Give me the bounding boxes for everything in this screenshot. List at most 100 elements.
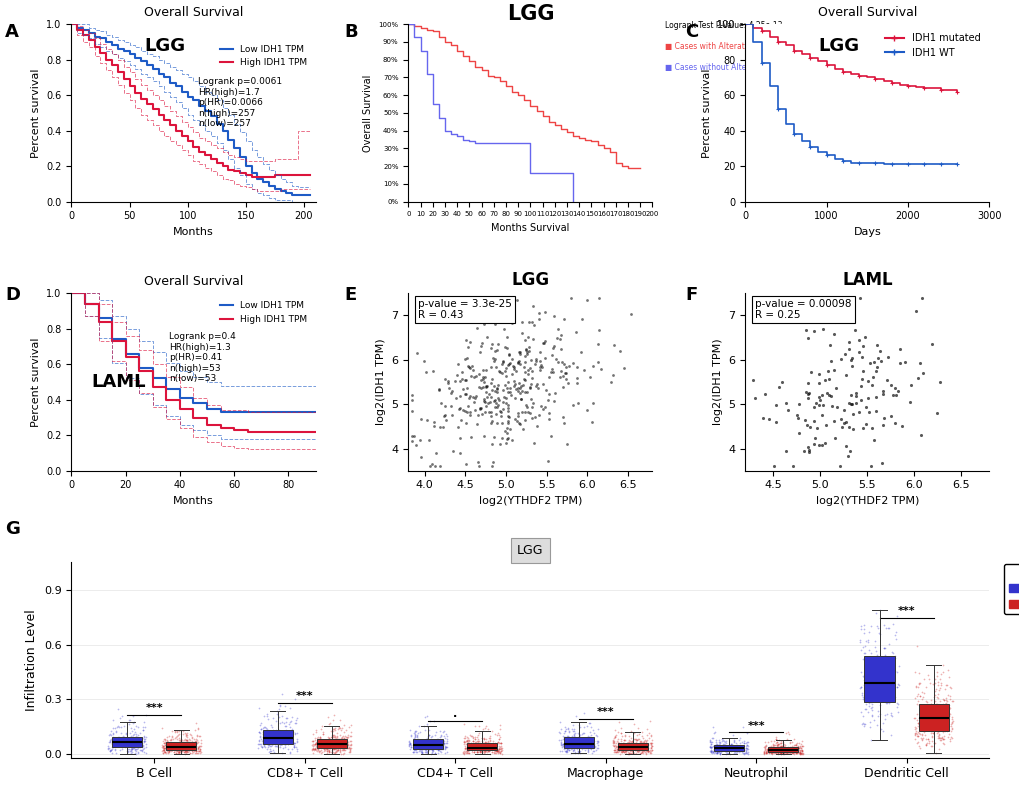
Point (335, 729, 352, 742)
Point (471, 734, 487, 747)
Point (333, 742, 350, 754)
Point (184, 741, 201, 754)
Point (786, 746, 802, 758)
Point (769, 738, 786, 751)
Point (758, 746, 774, 758)
Point (121, 736, 138, 749)
Point (791, 746, 807, 759)
Point (837, 439, 853, 452)
Point (335, 743, 352, 756)
Point (913, 709, 929, 722)
Point (166, 744, 182, 757)
Point (931, 667, 948, 680)
Point (125, 741, 142, 754)
Point (100, 736, 116, 749)
Point (587, 729, 603, 742)
Point (277, 724, 293, 737)
Point (930, 683, 947, 696)
Point (486, 744, 502, 757)
Point (791, 745, 807, 758)
Point (921, 713, 937, 726)
Point (176, 742, 193, 755)
Point (867, 645, 883, 658)
Point (616, 743, 633, 756)
Point (123, 742, 140, 754)
Point (410, 740, 426, 753)
Point (559, 722, 576, 735)
Point (764, 742, 781, 755)
Point (575, 742, 591, 754)
Point (642, 736, 658, 749)
Point (325, 709, 341, 722)
Point (520, 364, 536, 376)
Point (451, 390, 468, 403)
Point (496, 379, 513, 392)
Point (466, 736, 482, 749)
Point (459, 734, 475, 747)
Point (887, 629, 903, 642)
Point (176, 726, 193, 739)
Point (730, 742, 746, 755)
Point (633, 738, 649, 751)
Point (853, 689, 869, 702)
Point (105, 727, 121, 740)
Point (633, 746, 649, 759)
Text: Logrank p=0.4
HR(high)=1.3
p(HR)=0.41
n(high)=53
n(low)=53: Logrank p=0.4 HR(high)=1.3 p(HR)=0.41 n(… (169, 332, 235, 383)
Point (703, 732, 719, 745)
Point (605, 735, 622, 748)
Point (253, 740, 269, 753)
Point (156, 733, 172, 746)
Point (733, 736, 749, 749)
Point (572, 733, 588, 746)
Point (490, 745, 506, 758)
Point (555, 730, 572, 743)
Point (923, 698, 940, 711)
Point (756, 743, 772, 756)
Point (486, 385, 502, 398)
Point (610, 736, 627, 749)
Point (708, 737, 725, 750)
Point (103, 744, 119, 757)
Point (608, 746, 625, 758)
Point (419, 710, 435, 723)
Point (775, 740, 792, 753)
Point (761, 744, 777, 757)
PathPatch shape (562, 737, 593, 748)
Point (852, 705, 868, 718)
Legend: WT IDH1, Mutated IDH1: WT IDH1, Mutated IDH1 (1003, 564, 1019, 614)
Point (472, 402, 488, 415)
Point (132, 733, 149, 746)
Point (776, 738, 793, 751)
Point (909, 725, 925, 738)
Point (176, 738, 193, 751)
Point (422, 741, 438, 754)
Point (312, 733, 328, 746)
Point (919, 732, 935, 745)
Point (502, 388, 519, 401)
Point (922, 338, 938, 351)
Point (451, 374, 468, 387)
Point (467, 392, 483, 405)
Point (568, 735, 584, 748)
Point (180, 735, 197, 748)
Point (423, 742, 439, 754)
Point (430, 384, 446, 397)
Point (185, 743, 202, 756)
Point (845, 423, 861, 436)
Point (927, 683, 944, 696)
Point (514, 406, 530, 419)
Point (250, 742, 266, 754)
Point (158, 741, 174, 754)
Point (879, 687, 896, 700)
Point (879, 622, 896, 635)
Point (766, 738, 783, 751)
Point (309, 742, 325, 754)
Point (171, 737, 187, 750)
Point (716, 738, 733, 751)
Point (465, 364, 481, 376)
Point (867, 619, 883, 632)
Point (920, 720, 936, 733)
Legend: IDH1 mutated, IDH1 WT: IDH1 mutated, IDH1 WT (880, 29, 983, 62)
Point (420, 740, 436, 753)
Point (178, 742, 195, 754)
